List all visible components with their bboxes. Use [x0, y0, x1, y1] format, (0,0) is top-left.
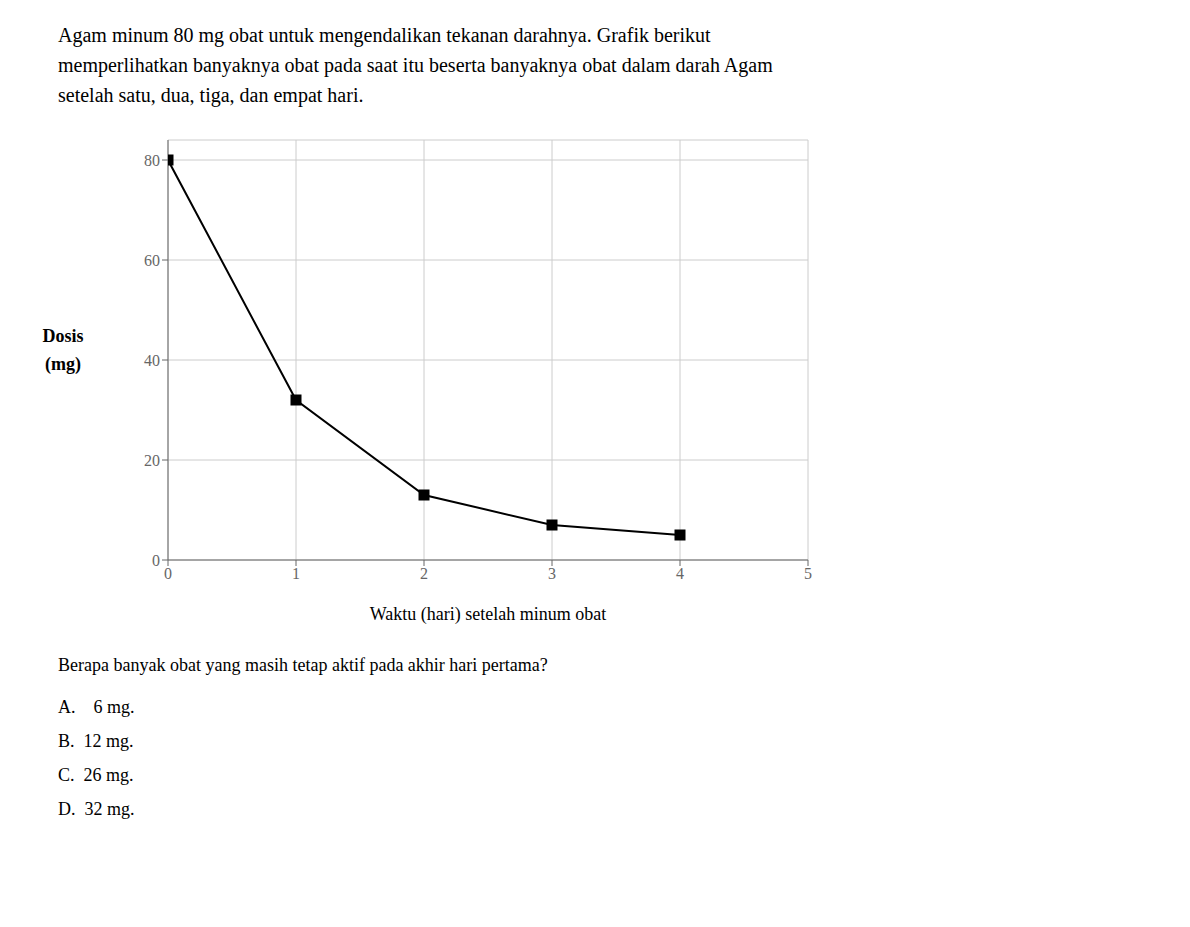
svg-text:2: 2: [420, 565, 428, 582]
html-text:Dosis: Dosis: [42, 326, 84, 346]
html-text:B. 12 mg.: B. 12 mg.: [58, 731, 134, 751]
svg-text:5: 5: [804, 565, 812, 582]
svg-text:60: 60: [144, 252, 160, 269]
svg-text:4: 4: [676, 565, 684, 582]
svg-text:1: 1: [292, 565, 300, 582]
svg-text:40: 40: [144, 352, 160, 369]
html-text:A. 6 mg.: A. 6 mg.: [58, 697, 135, 717]
html-text:Agam minum 80 mg obat untuk me: Agam minum 80 mg obat untuk mengendalika…: [58, 24, 711, 46]
html-text:Berapa banyak obat yang masih: Berapa banyak obat yang masih tetap akti…: [58, 655, 548, 675]
svg-text:20: 20: [144, 452, 160, 469]
html-text:memperlihatkan banyaknya obat: memperlihatkan banyaknya obat pada saat …: [58, 54, 773, 76]
html-text:(mg): (mg): [45, 354, 81, 374]
svg-text:3: 3: [548, 565, 556, 582]
svg-text:Waktu (hari) setelah minum oba: Waktu (hari) setelah minum obat: [370, 604, 606, 625]
html-text:D. 32 mg.: D. 32 mg.: [58, 799, 135, 819]
svg-text:0: 0: [164, 565, 172, 582]
svg-text:0: 0: [152, 552, 160, 569]
html-text:setelah satu, dua, tiga, dan e: setelah satu, dua, tiga, dan empat hari.: [58, 84, 364, 106]
html-text:C. 26 mg.: C. 26 mg.: [58, 765, 134, 785]
svg-text:80: 80: [144, 152, 160, 169]
